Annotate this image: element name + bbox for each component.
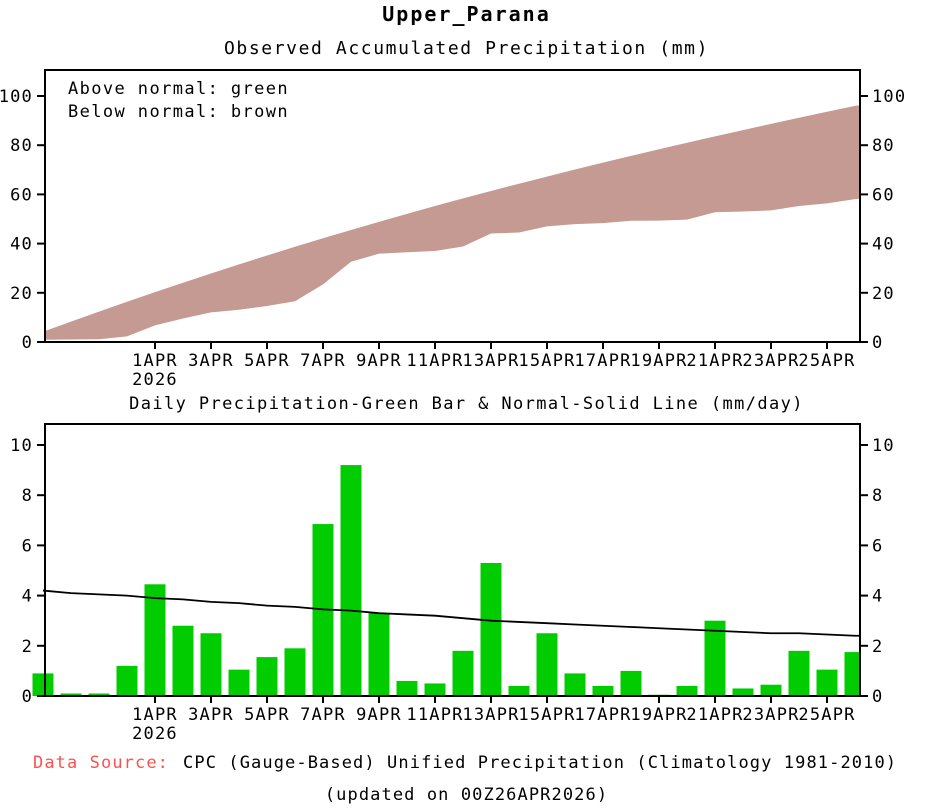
plot-box [44,69,861,343]
tick-label: 15APR [518,705,575,725]
tick-label: 9APR [356,351,402,371]
tick-label: 25APR [798,705,855,725]
tick-label: 17APR [574,351,631,371]
tick-label: 7APR [300,705,346,725]
daily-precip-bar [844,652,860,696]
tick-label: 11APR [406,351,463,371]
tick-label: 8 [872,486,883,506]
tick-label: 21APR [686,705,743,725]
daily-precip-bar [676,685,698,696]
tick-label: 11APR [406,705,463,725]
tick-label: 3APR [188,351,234,371]
daily-precip-bar [228,669,250,696]
tick-label: 6 [872,536,883,556]
tick-label: 9APR [356,705,402,725]
page-title: Upper_Parana [382,2,551,26]
tick-label: 23APR [742,351,799,371]
tick-label: 0 [22,687,33,707]
tick-label: 100 [872,87,906,107]
band-color-legend: Above normal: green Below normal: brown [68,78,289,124]
daily-precip-bar [144,584,166,696]
daily-precip-bar [32,673,54,696]
tick-label: 8 [22,486,33,506]
tick-label: 4 [22,587,33,607]
tick-label: 19APR [630,705,687,725]
tick-label: 6 [22,536,33,556]
tick-label: 1APR [132,705,178,725]
data-source-label: Data Source: [33,753,170,773]
tick-label: 0 [22,333,33,353]
below-normal-band [45,105,860,340]
daily-precip-bar [760,684,782,696]
tick-label: 17APR [574,705,631,725]
legend-above-normal: Above normal: green [68,79,290,99]
daily-precip-bar [60,693,82,696]
daily-precip-bar [508,685,530,696]
tick-label: 19APR [630,351,687,371]
data-source-line: Data Source: CPC (Gauge-Based) Unified Pr… [33,753,933,773]
daily-precip-bar [592,685,614,696]
daily-precip-bar [564,673,586,696]
tick-label: 25APR [798,351,855,371]
accumulated-chart-title: Observed Accumulated Precipitation (mm) [223,38,710,59]
daily-precip-bar [200,633,222,696]
data-source-text: CPC (Gauge-Based) Unified Precipitation … [183,753,898,773]
tick-label: 0 [872,333,883,353]
updated-timestamp: (updated on 00Z26APR2026) [324,785,609,805]
tick-label: 80 [872,136,895,156]
daily-precip-bar [340,465,362,696]
daily-precip-bar [368,613,390,696]
tick-label: 100 [0,87,33,107]
daily-precip-bar [732,688,754,696]
tick-label: 21APR [686,351,743,371]
tick-label: 2 [22,637,33,657]
tick-label: 40 [872,235,895,255]
tick-label: 4 [872,587,883,607]
tick-label: 13APR [462,351,519,371]
tick-label: 13APR [462,705,519,725]
tick-label: 2 [872,637,883,657]
daily-precip-bar [424,683,446,696]
tick-label: 20 [10,284,33,304]
tick-label: 5APR [244,351,290,371]
tick-label: 3APR [188,705,234,725]
daily-precip-bar [536,633,558,696]
daily-precip-bar [284,648,306,696]
daily-precip-bar [256,657,278,696]
tick-label: 1APR [132,351,178,371]
daily-chart-title: Daily Precipitation-Green Bar & Normal-S… [129,394,804,414]
tick-label: 10 [872,436,895,456]
tick-label: 0 [872,687,883,707]
tick-label: 20 [872,284,895,304]
tick-label: 7APR [300,351,346,371]
daily-precip-bar [396,680,418,696]
tick-label: 2026 [132,370,178,390]
daily-precip-bar [704,620,726,696]
daily-precip-bar [788,650,810,696]
tick-label: 60 [10,185,33,205]
daily-precip-bar [620,670,642,696]
daily-precip-bar [172,625,194,696]
tick-label: 23APR [742,705,799,725]
tick-label: 80 [10,136,33,156]
tick-label: 10 [10,436,33,456]
daily-precip-bar [452,650,474,696]
daily-precip-bar [88,693,110,696]
tick-label: 40 [10,235,33,255]
legend-below-normal: Below normal: brown [68,102,290,122]
tick-label: 60 [872,185,895,205]
tick-label: 2026 [132,724,178,744]
plot-box [44,423,861,697]
tick-label: 5APR [244,705,290,725]
daily-precip-bar [480,562,502,696]
daily-precip-bar [116,665,138,696]
daily-bars [32,465,860,696]
normal-precip-line [42,589,860,637]
tick-label: 15APR [518,351,575,371]
daily-precip-bar [816,669,838,696]
